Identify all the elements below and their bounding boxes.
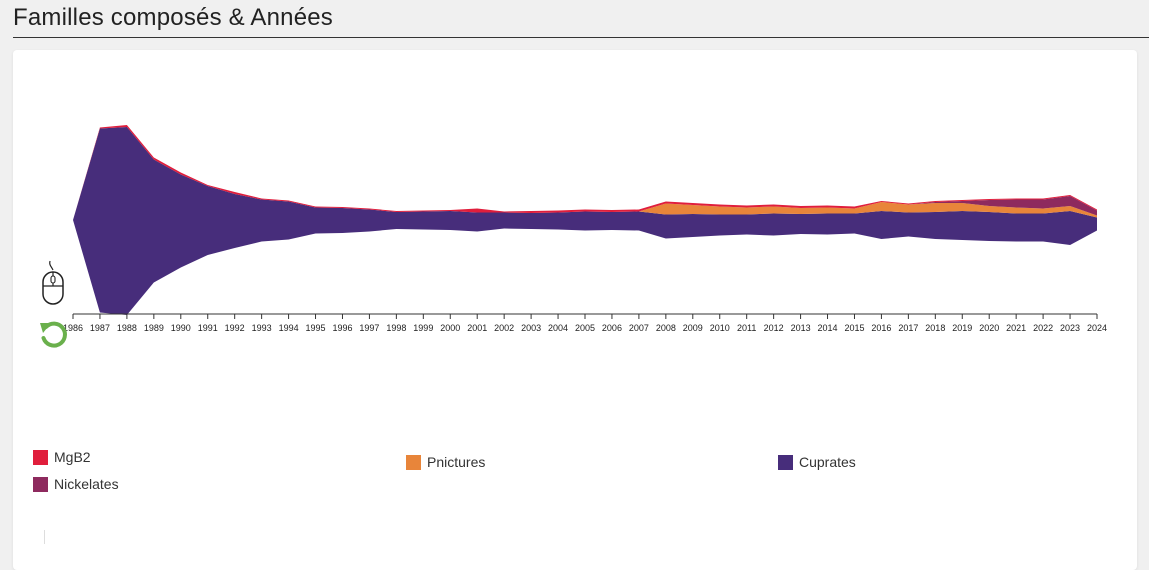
x-tick-label: 2023 [1060,323,1080,333]
x-tick-label: 1986 [63,323,83,333]
x-tick-label: 1995 [306,323,326,333]
mouse-scroll-icon [40,260,66,313]
legend-item-mgb2[interactable]: MgB2 [33,449,91,465]
x-tick-label: 1997 [359,323,379,333]
x-tick-label: 2000 [440,323,460,333]
legend-label-cuprates: Cuprates [799,454,856,470]
legend-label-pnictures: Pnictures [427,454,486,470]
x-tick-label: 2022 [1033,323,1053,333]
x-tick-label: 2015 [844,323,864,333]
legend-item-nickelates[interactable]: Nickelates [33,476,119,492]
x-tick-label: 2010 [710,323,730,333]
x-tick-label: 2019 [952,323,972,333]
x-tick-label: 2008 [656,323,676,333]
x-tick-label: 2012 [764,323,784,333]
x-tick-label: 2016 [871,323,891,333]
x-tick-label: 2009 [683,323,703,333]
legend-label-nickelates: Nickelates [54,476,119,492]
x-tick-label: 2020 [979,323,999,333]
legend-item-pnictures[interactable]: Pnictures [406,454,485,470]
reset-zoom-icon[interactable] [37,318,69,355]
page-title: Familles composés & Années [13,4,334,31]
x-tick-label: 1991 [198,323,218,333]
x-tick-label: 1998 [386,323,406,333]
x-tick-label: 2005 [575,323,595,333]
x-tick-label: 1992 [225,323,245,333]
title-divider [13,37,1149,38]
x-tick-label: 1988 [117,323,137,333]
x-tick-label: 2013 [791,323,811,333]
streamgraph-chart[interactable]: 1986 1987 1988 1989 1990 1991 1992 1993 1994 1995… [13,50,1137,544]
x-tick-label: 1999 [413,323,433,333]
legend-swatch-nickelates [33,476,48,492]
x-tick-label: 1994 [279,323,299,333]
x-tick-label: 2001 [467,323,487,333]
legend-swatch-cuprates [778,454,793,470]
chart-card: 1986 1987 1988 1989 1990 1991 1992 1993 1994 1995… [13,50,1137,570]
x-tick-label: 1990 [171,323,191,333]
x-tick-label: 2017 [898,323,918,333]
x-tick-label: 1987 [90,323,110,333]
x-tick-label: 2011 [737,323,756,333]
x-tick-label: 2002 [494,323,514,333]
x-tick-label: 1993 [252,323,272,333]
series-area-cuprates[interactable] [73,127,1097,315]
series-area-pnictures[interactable] [73,127,1097,220]
x-tick-label: 1996 [332,323,352,333]
x-tick-label: 2021 [1006,323,1026,333]
x-tick-label: 2004 [548,323,568,333]
legend-swatch-mgb2 [33,449,48,465]
x-tick-label: 1989 [144,323,164,333]
legend-label-mgb2: MgB2 [54,449,91,465]
divider-stub [44,530,45,544]
x-tick-label: 2007 [629,323,649,333]
x-tick-label: 2014 [818,323,838,333]
x-tick-label: 2024 [1087,323,1107,333]
legend-swatch-pnictures [406,454,421,470]
legend-item-cuprates[interactable]: Cuprates [778,454,856,470]
x-tick-label: 2018 [925,323,945,333]
x-tick-label: 2003 [521,323,541,333]
x-tick-label: 2006 [602,323,622,333]
